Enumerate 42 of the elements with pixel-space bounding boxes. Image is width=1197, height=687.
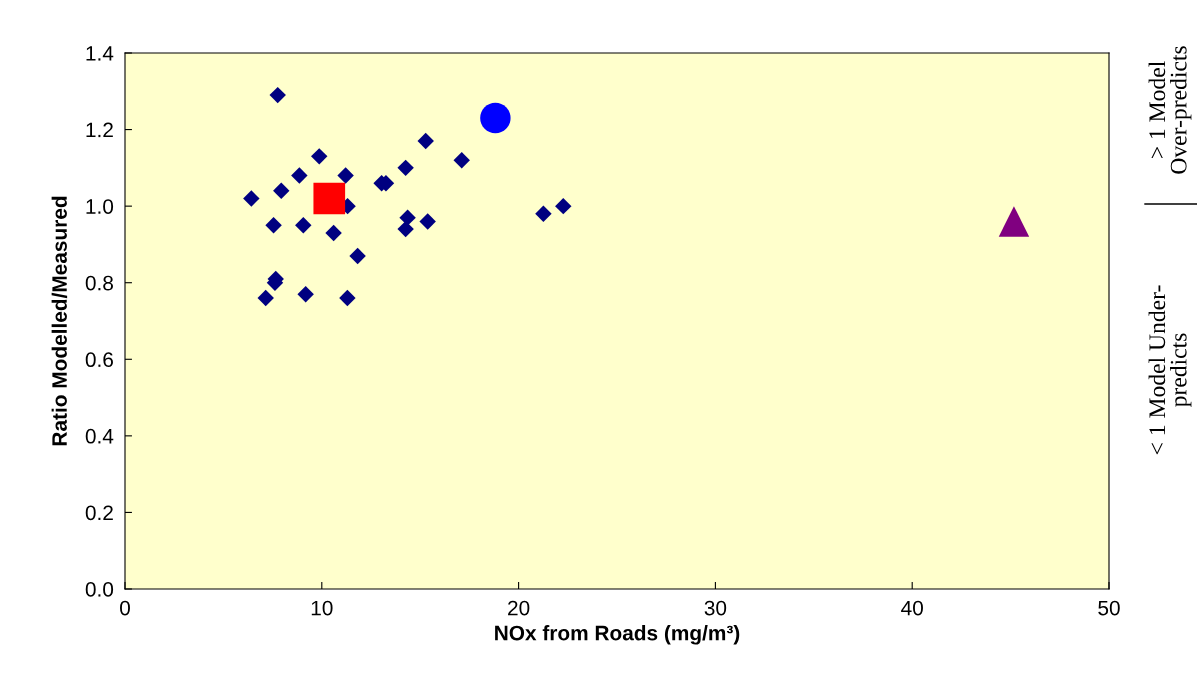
point xyxy=(419,213,436,230)
y-tick-label: 1.4 xyxy=(86,46,114,61)
x-tick-label: 40 xyxy=(901,600,923,616)
point xyxy=(257,289,274,307)
point xyxy=(480,102,511,134)
point xyxy=(243,190,260,207)
text: < 1 Model Under- predicts xyxy=(1148,285,1192,455)
point xyxy=(339,289,356,307)
point xyxy=(311,148,328,165)
point xyxy=(297,285,314,303)
point xyxy=(325,224,342,242)
y-tick-label: 0.6 xyxy=(85,352,113,368)
point xyxy=(269,86,286,104)
x-tick-label: 10 xyxy=(311,600,333,616)
point xyxy=(337,167,354,184)
point xyxy=(273,182,290,200)
point xyxy=(998,206,1030,237)
x-tick-label: 30 xyxy=(704,600,727,616)
y-axis-title: Ratio Modelled/Measured xyxy=(51,196,68,446)
point xyxy=(265,217,282,234)
point xyxy=(295,217,312,234)
y-tick-label: 0.8 xyxy=(85,275,113,291)
x-axis-title: NOx from Roads (mg/m³) xyxy=(495,625,740,645)
x-tick-label: 50 xyxy=(1098,600,1120,616)
point xyxy=(291,167,308,184)
y-tick-label: 0.2 xyxy=(85,505,113,521)
point xyxy=(453,151,470,169)
point xyxy=(417,132,434,150)
x-tick-label: 0 xyxy=(120,600,130,616)
point xyxy=(535,205,552,223)
point xyxy=(397,220,414,238)
point xyxy=(397,159,414,177)
y-tick-label: 0.0 xyxy=(85,582,114,597)
y-tick-label: 0.4 xyxy=(85,428,114,444)
point xyxy=(313,182,346,215)
point xyxy=(349,247,366,265)
point xyxy=(399,209,416,226)
x-tick-label: 20 xyxy=(508,600,530,616)
y-tick-label: 1.2 xyxy=(86,122,113,138)
y-tick-label: 1.0 xyxy=(86,199,114,214)
text: > 1 Model Over-predicts xyxy=(1148,46,1192,174)
point xyxy=(555,197,572,215)
